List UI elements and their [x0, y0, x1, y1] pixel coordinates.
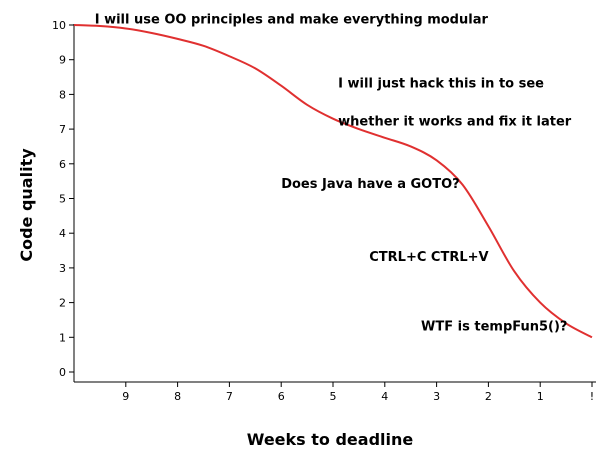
y-axis-label: Code quality	[17, 148, 36, 262]
x-tick-label: 6	[278, 390, 285, 403]
x-tick-label: 1	[537, 390, 544, 403]
x-ticks: 9 8 7 6 5 4 3 2 1!	[122, 382, 594, 403]
annotation-label: WTF is tempFun5()?	[421, 319, 567, 334]
x-tick-label: 4	[381, 390, 388, 403]
y-tick-label: 0	[59, 366, 66, 379]
annotation-label: I will just hack this in to see	[338, 76, 544, 91]
annotations: I will use OO principles and make everyt…	[95, 12, 572, 334]
y-tick-label: 1	[59, 331, 66, 344]
y-tick-label: 10	[52, 19, 66, 32]
y-tick-label: 7	[59, 123, 66, 136]
annotation-label: whether it works and fix it later	[338, 115, 572, 130]
y-tick-label: 8	[59, 88, 66, 101]
x-tick-label: 2	[485, 390, 492, 403]
y-tick-label: 5	[59, 193, 66, 206]
y-tick-label: 9	[59, 54, 66, 67]
x-tick-label: 8	[174, 390, 181, 403]
y-ticks: 0 1 2 3 4 5 6 7 8 9 10	[52, 19, 74, 379]
x-tick-label: !	[590, 390, 594, 403]
y-tick-label: 6	[59, 158, 66, 171]
y-tick-label: 4	[59, 227, 66, 240]
annotation-label: CTRL+C CTRL+V	[369, 250, 488, 265]
y-tick-label: 2	[59, 297, 66, 310]
x-tick-label: 3	[433, 390, 440, 403]
x-tick-label: 7	[226, 390, 233, 403]
y-tick-label: 3	[59, 262, 66, 275]
x-axis-label: Weeks to deadline	[247, 430, 414, 449]
annotation-label: Does Java have a GOTO?	[281, 177, 460, 192]
x-tick-label: 5	[330, 390, 337, 403]
annotation-label: I will use OO principles and make everyt…	[95, 12, 489, 27]
x-tick-label: 9	[122, 390, 129, 403]
